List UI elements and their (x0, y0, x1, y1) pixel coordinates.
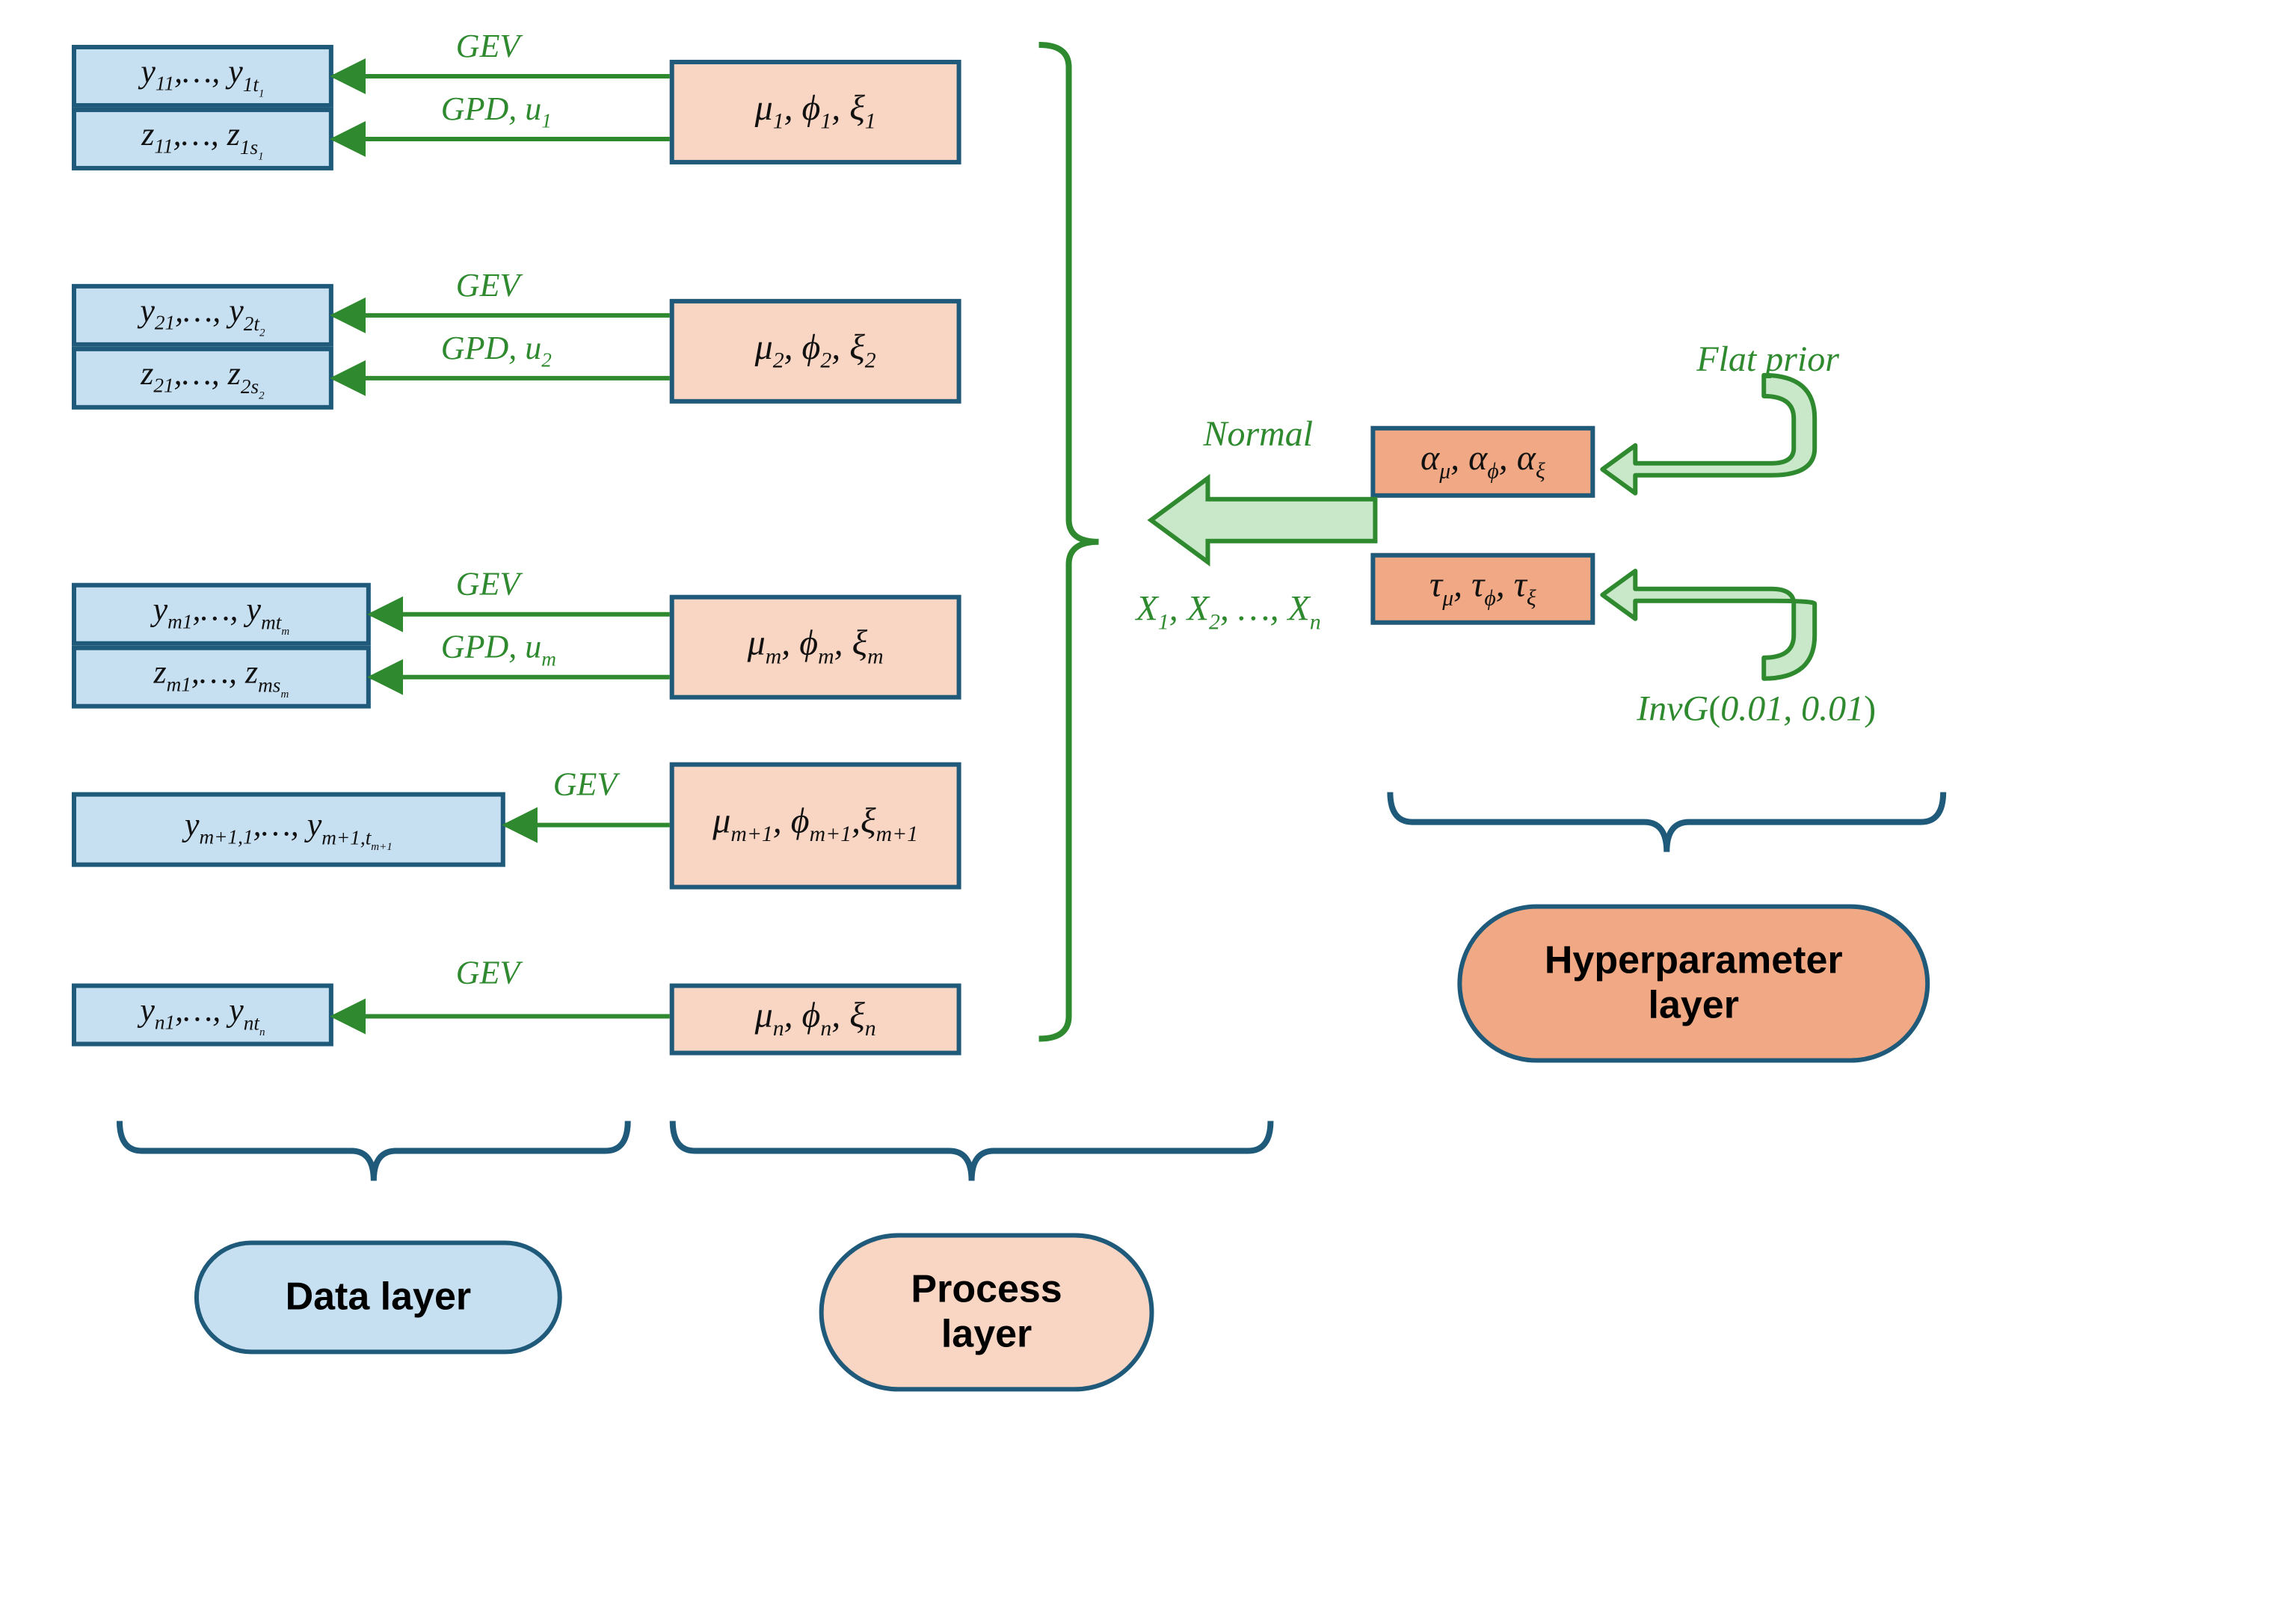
edge-label: Flat prior (1696, 341, 1839, 381)
edge-label: GEV (456, 565, 520, 604)
edge-label: GEV (456, 954, 520, 993)
diagram-svg-layer (0, 0, 2296, 1611)
edge-label: X1, X2, …, Xn (1136, 591, 1321, 637)
brace (1390, 792, 1943, 852)
prior-arrow (1602, 571, 1815, 679)
brace (673, 1121, 1271, 1181)
edge-label: GEV (456, 266, 520, 305)
prior-arrow (1602, 375, 1815, 493)
edge-label: InvG(0.01, 0.01) (1637, 691, 1876, 731)
layer-pill: Data layer (194, 1240, 562, 1354)
layer-pill: Hyperparameterlayer (1457, 905, 1930, 1063)
edge-label: GEV (456, 27, 520, 66)
edge-label: Normal (1203, 416, 1313, 456)
normal-arrow (1151, 478, 1375, 562)
edge-label: GPD, u1 (441, 90, 552, 134)
edge-label: GPD, um (441, 628, 556, 672)
layer-pill: Processlayer (819, 1233, 1154, 1391)
edge-label: GEV (553, 766, 618, 804)
brace (1039, 45, 1099, 1039)
edge-label: GPD, u2 (441, 329, 552, 373)
brace (120, 1121, 628, 1181)
